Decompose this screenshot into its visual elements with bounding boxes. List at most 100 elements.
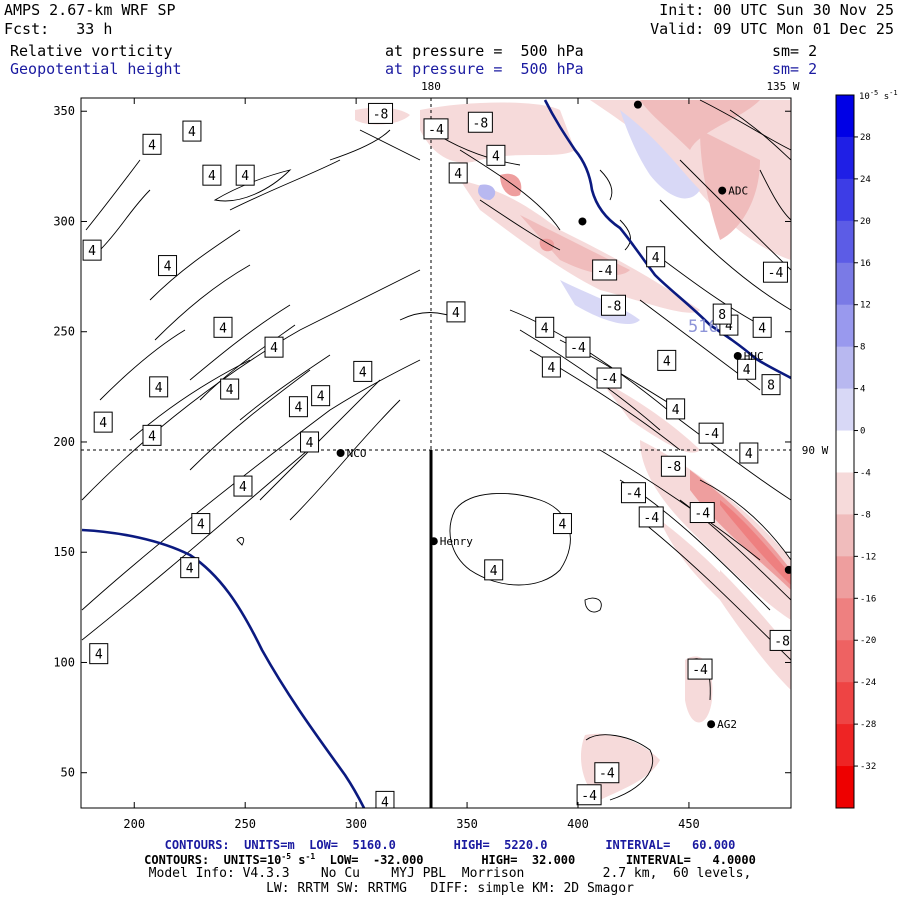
contour-label: 4 (535, 316, 555, 338)
contour-label-box (535, 316, 555, 338)
contour-label: 4 (82, 239, 102, 261)
contour-label: -4 (596, 367, 622, 389)
contour-label-text: 4 (197, 518, 205, 533)
contour-label-box (666, 398, 686, 420)
contour-label: 4 (220, 378, 240, 400)
contour-label: 4 (93, 411, 113, 433)
contour-label-text: 4 (95, 648, 103, 663)
colorbar-tick-label: -28 (860, 720, 876, 730)
contour-label-box (638, 506, 664, 528)
contour-label-text: 4 (239, 480, 247, 495)
contour-label: -8 (368, 102, 394, 124)
contour-label: 4 (213, 316, 233, 338)
colorbar-swatch (836, 136, 854, 180)
colorbar-tick-label: 16 (860, 259, 871, 269)
field2-name: Geopotential height (10, 60, 182, 78)
contour-label: 4 (191, 513, 211, 535)
contour-label-box (448, 162, 468, 184)
colorbar-tick-label: -8 (860, 510, 871, 520)
contour-label-box (592, 259, 618, 281)
contour-label: 4 (311, 385, 331, 407)
station-marker (718, 186, 727, 195)
contour-label-box (82, 239, 102, 261)
contour-label: 8 (712, 303, 732, 325)
colorbar-swatch (836, 430, 854, 473)
contour-label-box (660, 455, 686, 477)
station-label: AG2 (717, 718, 737, 731)
station-label: NCO (347, 447, 367, 460)
footer-vorticity-contours: CONTOURS: UNITS=10-5 s-1 LOW= -32.000 HI… (144, 852, 756, 867)
contour-label: 4 (657, 349, 677, 371)
contour-label-box (565, 336, 591, 358)
contour-label: -4 (698, 422, 724, 444)
contour-label-box (368, 102, 394, 124)
footer-physics-info: LW: RRTM SW: RRTMG DIFF: simple KM: 2D S… (266, 881, 634, 896)
contour-label: 4 (448, 162, 468, 184)
colorbar-swatch (836, 262, 854, 306)
contour-label: 8 (761, 374, 781, 396)
y-tick-label: 150 (53, 545, 75, 559)
contour-label-text: 4 (148, 429, 156, 444)
contour-label-text: -4 (703, 427, 719, 442)
footer-model-info: Model Info: V4.3.3 No Cu MYJ PBL Morriso… (148, 866, 752, 881)
contour-label-box (142, 424, 162, 446)
contour-label-text: 4 (148, 138, 156, 153)
contour-label-text: 4 (155, 381, 163, 396)
colorbar-tick-label: 24 (860, 175, 871, 185)
contour-label: 4 (149, 376, 169, 398)
meridian-dashed-lines (81, 98, 791, 451)
x-tick-label: 200 (123, 817, 145, 831)
colorbar-swatch (836, 556, 854, 599)
contour-label-text: 8 (718, 308, 726, 323)
valid-time: Valid: 09 UTC Mon 01 Dec 25 (650, 20, 894, 38)
contour-label-text: 4 (186, 562, 194, 577)
contour-label: 4 (202, 164, 222, 186)
contour-label-box (158, 255, 178, 277)
contour-label: -4 (423, 118, 449, 140)
colorbar-tick-label: 8 (860, 343, 865, 353)
contour-label-text: 4 (652, 251, 660, 266)
station-marker (707, 720, 716, 729)
contour-label: 4 (235, 164, 255, 186)
contour-label-text: 4 (359, 365, 367, 380)
y-tick-label: 50 (61, 766, 75, 780)
contour-label-box (89, 643, 109, 665)
y-tick-label: 300 (53, 214, 75, 228)
contour-label-text: -4 (597, 264, 613, 279)
contour-label-text: 4 (725, 319, 733, 334)
plot-frame (80, 97, 792, 809)
model-title: AMPS 2.67-km WRF SP (4, 1, 176, 19)
contour-label-text: 4 (541, 321, 549, 336)
lon-90w-label: 90 W (802, 444, 829, 457)
contour-label-text: 4 (226, 383, 234, 398)
contour-label-text: 4 (164, 260, 172, 275)
contour-label-text: -8 (606, 299, 622, 314)
contour-label: -4 (620, 482, 646, 504)
colorbar-swatch (836, 95, 854, 138)
contour-label-box (423, 118, 449, 140)
contour-label-text: -4 (692, 663, 708, 678)
contour-label: -8 (769, 629, 791, 651)
contour-label-text: -4 (599, 767, 615, 782)
colorbar-tick-label: 20 (860, 217, 871, 227)
contour-label-text: 4 (559, 518, 567, 533)
contour-label-box (541, 356, 561, 378)
contour-label-text: 4 (454, 167, 462, 182)
contour-label-text: 4 (306, 436, 314, 451)
contour-label-text: -8 (774, 634, 790, 649)
contour-label: -4 (638, 506, 664, 528)
contour-label-box (233, 475, 253, 497)
y-tick-label: 200 (53, 435, 75, 449)
contour-label: 4 (739, 442, 759, 464)
contour-label-text: -4 (626, 487, 642, 502)
contour-label: -4 (689, 502, 715, 524)
x-tick-label: 350 (456, 817, 478, 831)
station-marker (336, 449, 345, 457)
station-marker (578, 217, 587, 226)
contour-label-text: 4 (381, 795, 389, 810)
contour-label-box (149, 376, 169, 398)
lon-180-label: 180 (421, 80, 441, 93)
contour-label-text: 4 (758, 321, 766, 336)
colorbar: 28 24 20 16 12 8 4 0 -4 -8 -12 -16 -20 -24 -28 -32 (835, 94, 876, 809)
